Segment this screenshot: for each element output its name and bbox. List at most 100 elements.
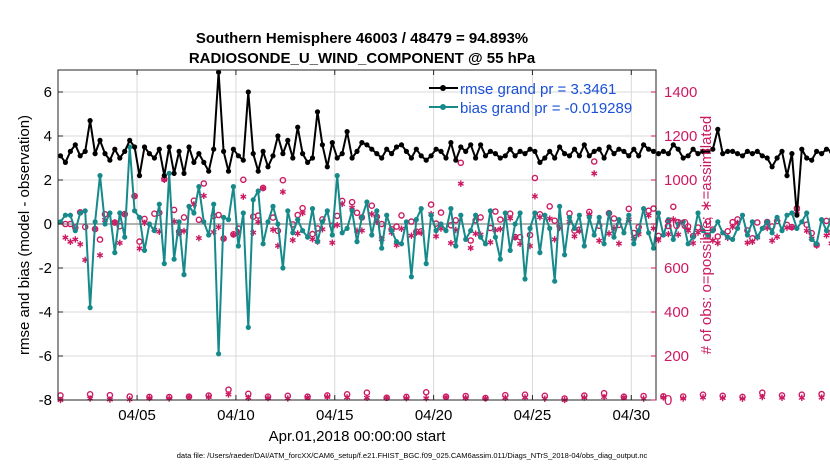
rmse-point xyxy=(141,144,148,150)
obs-possible-point xyxy=(714,233,722,240)
rmse-point xyxy=(675,146,681,152)
bias-point xyxy=(92,219,98,225)
bias-point xyxy=(428,212,434,218)
obs-possible-point xyxy=(427,201,435,208)
bias-point xyxy=(379,245,385,251)
rmse-point xyxy=(448,140,454,146)
rmse-point xyxy=(695,151,701,157)
obs-possible-point xyxy=(180,214,188,221)
rmse-point xyxy=(823,146,830,152)
plot-frame xyxy=(57,69,657,401)
bias-point xyxy=(532,210,538,216)
rmse-point xyxy=(280,151,286,157)
obs-assimilated-point xyxy=(744,239,751,246)
rmse-point xyxy=(819,151,825,157)
y-right-tick-label: 1400 xyxy=(664,84,697,101)
y-tick-label: -2 xyxy=(39,260,52,277)
bias-point xyxy=(468,228,474,234)
rmse-point xyxy=(433,146,439,152)
rmse-point xyxy=(384,146,390,152)
rmse-point xyxy=(211,146,217,152)
rmse-point xyxy=(655,151,662,157)
bias-point xyxy=(216,351,222,357)
rmse-point xyxy=(107,157,113,163)
rmse-point xyxy=(87,118,93,124)
rmse-point xyxy=(512,153,518,159)
obs-possible-point xyxy=(724,227,732,235)
rmse-point xyxy=(670,142,676,148)
obs-assimilated-point xyxy=(546,215,553,222)
bias-point xyxy=(814,241,820,247)
obs-assimilated-point xyxy=(447,239,455,247)
obs-assimilated-point xyxy=(72,236,79,243)
bias-point xyxy=(206,232,212,238)
bias-point xyxy=(794,225,800,231)
rmse-point xyxy=(537,159,543,165)
obs-possible-point xyxy=(353,209,361,217)
bias-point xyxy=(87,305,93,311)
bias-point xyxy=(809,236,815,242)
rmse-point xyxy=(393,144,400,150)
obs-assimilated-point xyxy=(507,215,514,222)
obs-assimilated-point xyxy=(714,239,721,247)
bias-point xyxy=(823,228,830,234)
obs-assimilated-point xyxy=(289,236,296,244)
obs-assimilated-point xyxy=(798,394,805,401)
obs-possible-point xyxy=(546,203,554,210)
bias-point xyxy=(240,210,246,216)
rmse-point xyxy=(739,153,746,159)
bias-point xyxy=(626,212,632,218)
rmse-point xyxy=(156,146,162,152)
bias-point xyxy=(700,228,706,234)
rmse-point xyxy=(809,157,815,163)
bias-point xyxy=(418,206,424,212)
rmse-point xyxy=(122,148,128,154)
bias-point xyxy=(552,278,558,284)
bias-point xyxy=(779,228,785,234)
rmse-point xyxy=(631,146,637,152)
obs-assimilated-point xyxy=(596,237,603,244)
rmse-point xyxy=(77,153,83,159)
bias-point xyxy=(384,212,390,218)
rmse-point xyxy=(151,155,157,161)
obs-assimilated-point xyxy=(749,238,756,245)
rmse-point xyxy=(794,212,800,218)
rmse-point xyxy=(576,153,583,159)
bias-point xyxy=(715,219,721,225)
rmse-point xyxy=(339,151,345,157)
bias-point xyxy=(705,232,711,238)
rmse-point xyxy=(650,148,657,154)
y-tick-label: 6 xyxy=(44,84,52,101)
obs-assimilated-point xyxy=(269,226,277,233)
bias-point xyxy=(433,228,439,234)
bias-point xyxy=(482,241,489,247)
bias-point xyxy=(606,210,612,216)
obs-assimilated-point xyxy=(600,393,608,401)
rmse-point xyxy=(260,148,266,154)
rmse-point xyxy=(492,151,498,157)
rmse-point xyxy=(606,144,612,150)
bias-point xyxy=(749,219,756,225)
bias-point xyxy=(665,217,672,223)
obs-assimilated-point xyxy=(141,219,148,227)
bias-point xyxy=(102,221,108,227)
rmse-point xyxy=(463,148,469,154)
obs-assimilated-point xyxy=(670,216,677,223)
bias-point xyxy=(334,173,340,179)
rmse-point xyxy=(443,155,449,161)
bias-point xyxy=(527,225,533,231)
bias-point xyxy=(650,245,657,251)
x-tick-label: 04/10 xyxy=(217,407,255,424)
rmse-point xyxy=(349,155,355,161)
rmse-point xyxy=(700,148,706,154)
rmse-point xyxy=(730,148,736,154)
y-right-tick-label: 600 xyxy=(664,260,689,277)
bias-point xyxy=(221,214,227,220)
bias-point xyxy=(201,219,207,225)
obs-assimilated-point xyxy=(739,395,746,402)
rmse-point xyxy=(413,146,419,152)
bias-point xyxy=(250,197,256,203)
bias-point xyxy=(487,208,493,214)
obs-possible-point xyxy=(437,209,445,216)
bias-point xyxy=(507,247,513,253)
